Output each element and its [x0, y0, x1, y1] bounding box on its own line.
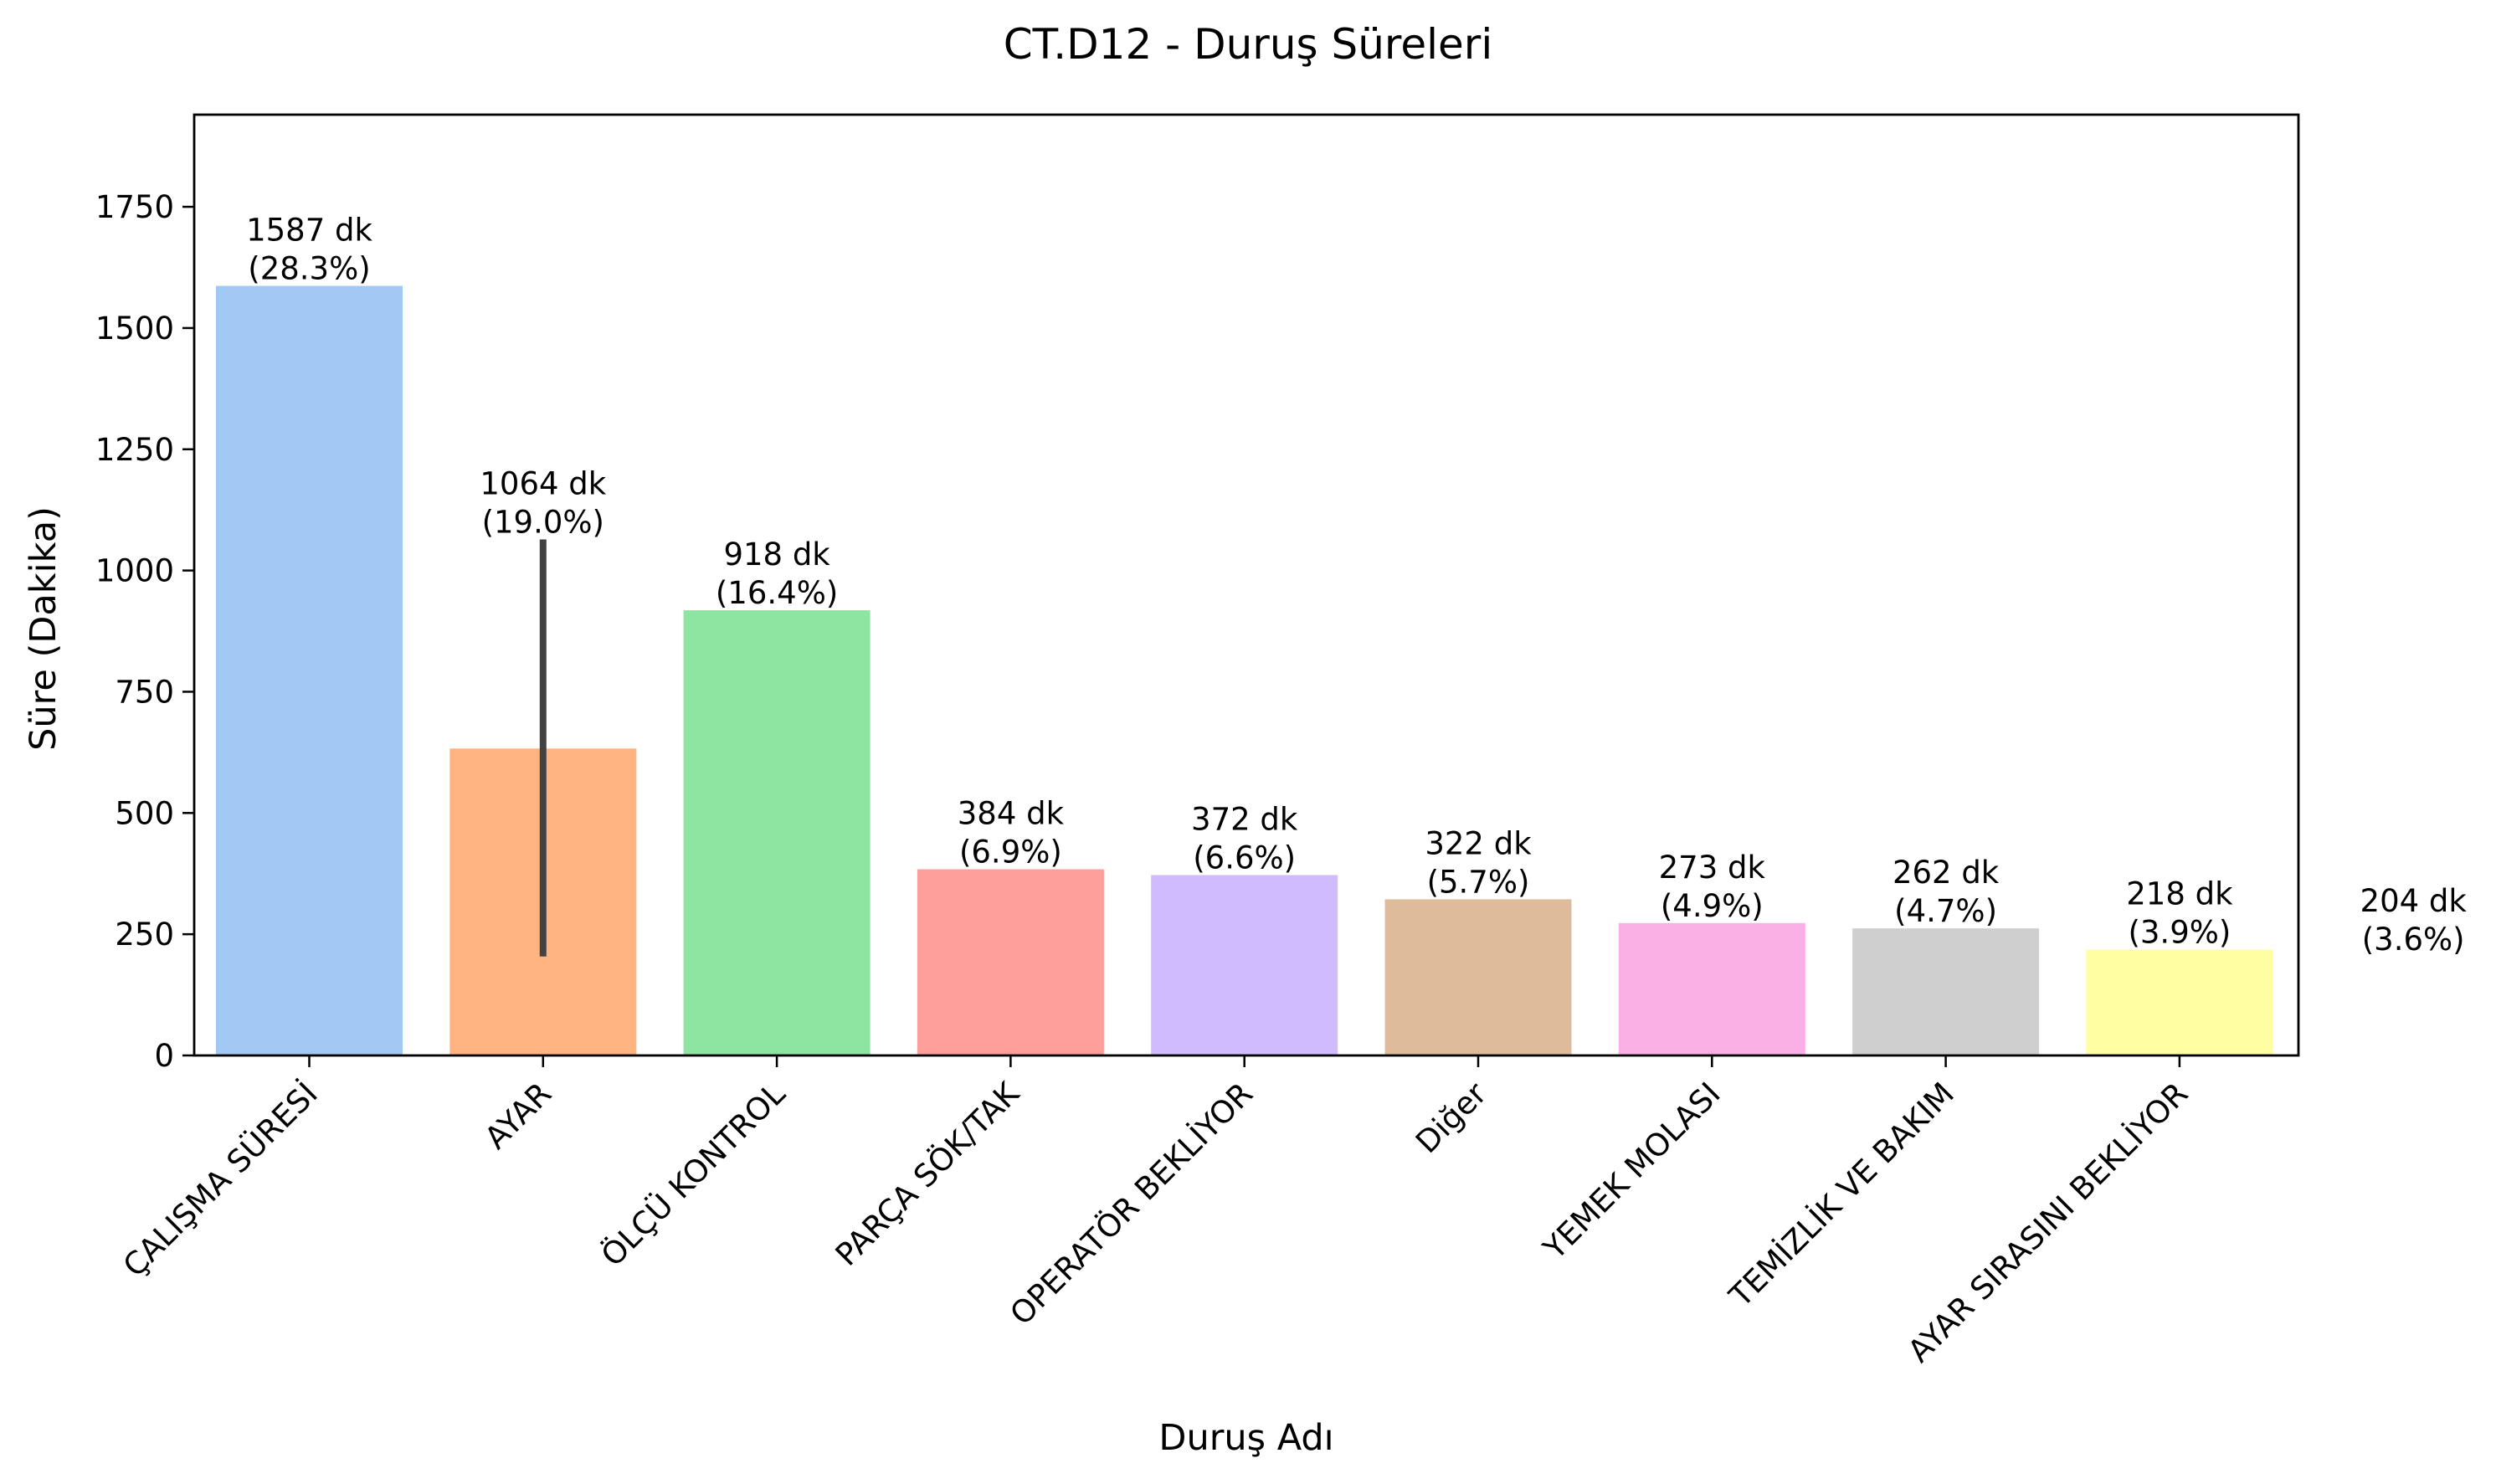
y-tick-label: 500: [115, 795, 174, 831]
bar: [216, 285, 403, 1056]
y-axis: 0 250 500 750 1000 1250 1500 1750: [95, 189, 194, 1074]
y-tick-label: 750: [115, 674, 174, 710]
bar-value-label: (16.4%): [716, 575, 838, 611]
bar-value-label: (6.9%): [959, 834, 1062, 870]
bars-layer: [216, 285, 2273, 1056]
bar-value-label: 372 dk: [1191, 801, 1298, 837]
x-axis: ÇALIŞMA SÜRESİ AYAR ÖLÇÜ KONTROL PARÇA SÖK/…: [116, 1055, 2195, 1369]
x-tick-label: AYAR SIRASINI BEKLİYOR: [1901, 1076, 2195, 1369]
y-tick-label: 1250: [95, 432, 174, 468]
bar-value-label: (3.6%): [2362, 922, 2465, 958]
bar-value-label: (4.9%): [1661, 888, 1764, 924]
bar: [917, 869, 1104, 1055]
bar-value-label: (6.6%): [1193, 840, 1296, 876]
bar-value-label: (3.9%): [2128, 915, 2231, 951]
y-tick-label: 250: [115, 917, 174, 953]
x-axis-label: Duruş Adı: [1158, 1417, 1333, 1459]
bar-value-label: (5.7%): [1427, 864, 1530, 900]
y-tick-label: 1500: [95, 311, 174, 347]
bar: [683, 610, 871, 1055]
x-tick-label: Diğer: [1409, 1075, 1494, 1160]
y-tick-label: 1000: [95, 553, 174, 589]
bar-value-label: 384 dk: [958, 796, 1065, 832]
y-tick-label: 0: [154, 1038, 174, 1074]
bar-value-label: (4.7%): [1894, 893, 1997, 929]
x-tick-label: OPERATÖR BEKLİYOR: [1003, 1076, 1260, 1333]
y-tick-label: 1750: [95, 189, 174, 225]
x-tick-label: TEMİZLİK VE BAKIM: [1722, 1076, 1961, 1315]
bar-value-label: (28.3%): [248, 251, 370, 287]
bar-value-label: 918 dk: [723, 537, 830, 573]
bar-value-label: 262 dk: [1893, 855, 2000, 891]
x-tick-label: AYAR: [478, 1076, 558, 1156]
bar-value-label: 1587 dk: [246, 213, 372, 249]
bar-value-label: 218 dk: [2126, 876, 2233, 912]
bar-value-label: 322 dk: [1425, 825, 1532, 861]
bar-value-label: (19.0%): [482, 505, 604, 541]
bar-labels-layer: (28.3%)1587 dk (19.0%)1064 dk (16.4%)918 d…: [246, 213, 2467, 958]
x-tick-label: ÇALIŞMA SÜRESİ: [116, 1076, 325, 1284]
bar: [1151, 875, 1338, 1055]
bar-value-label: 273 dk: [1659, 850, 1766, 886]
x-tick-label: PARÇA SÖK/TAK: [829, 1075, 1027, 1273]
plot-frame: [193, 113, 2300, 1057]
x-tick-label: YEMEK MOLASI: [1536, 1076, 1728, 1267]
chart-title: CT.D12 - Duruş Süreleri: [1004, 20, 1493, 69]
x-tick-label: ÖLÇÜ KONTROL: [594, 1076, 793, 1274]
bar-value-label: 1064 dk: [480, 466, 606, 502]
bar: [1852, 928, 2040, 1055]
bar: [2086, 949, 2273, 1055]
bar: [1384, 899, 1572, 1055]
bar: [1618, 922, 1805, 1055]
y-axis-label: Süre (Dakika): [23, 506, 64, 751]
bar-value-label: 204 dk: [2360, 883, 2468, 919]
